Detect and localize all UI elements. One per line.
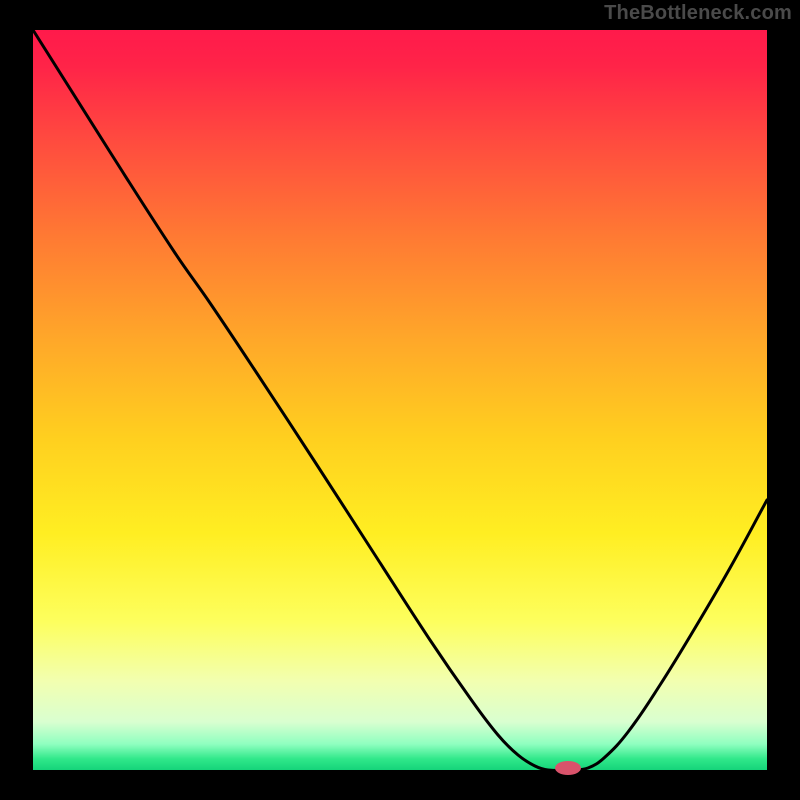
- optimal-marker: [555, 761, 581, 775]
- bottleneck-curve-chart: [0, 0, 800, 800]
- chart-frame: TheBottleneck.com: [0, 0, 800, 800]
- watermark-text: TheBottleneck.com: [604, 2, 792, 25]
- plot-background: [33, 30, 767, 770]
